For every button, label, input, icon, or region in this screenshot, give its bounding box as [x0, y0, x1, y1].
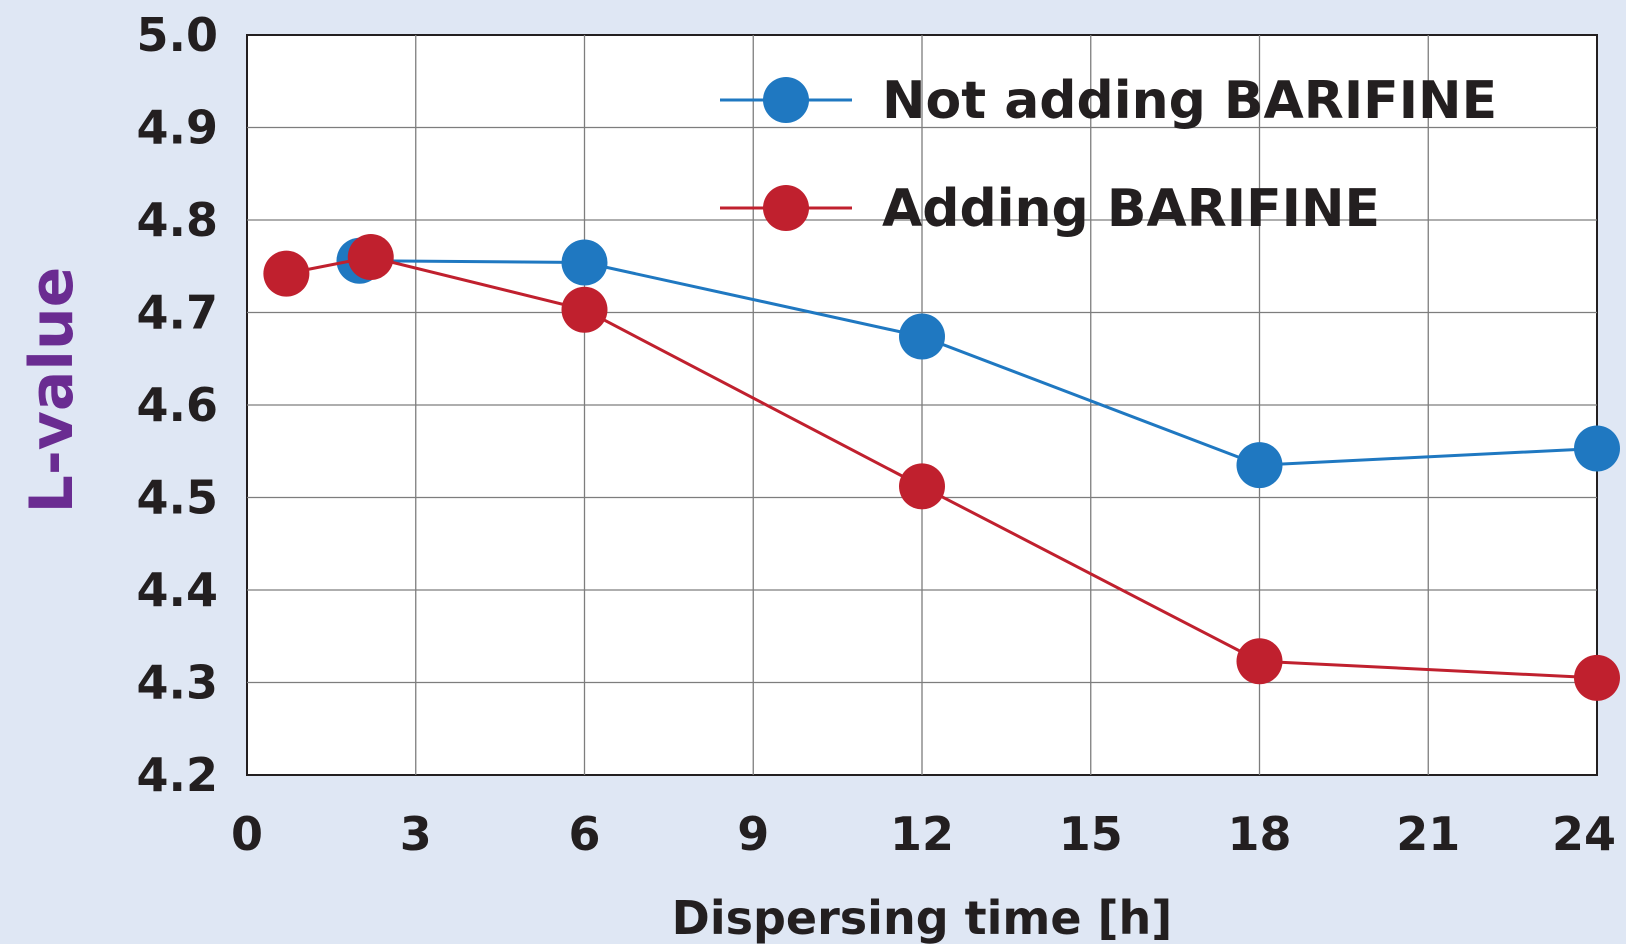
- x-tick-label: 21: [1396, 807, 1460, 861]
- y-tick-labels: 4.2 4.3 4.4 4.5 4.6 4.7 4.8 4.9 5.0: [137, 8, 219, 802]
- x-tick-label: 18: [1227, 807, 1291, 861]
- y-axis-title: L-value: [17, 267, 87, 514]
- data-point: [1236, 638, 1283, 685]
- legend-label: Adding BARIFINE: [882, 179, 1380, 239]
- y-tick-label: 4.6: [137, 378, 219, 432]
- data-point: [1574, 654, 1620, 701]
- y-tick-label: 4.4: [137, 563, 219, 617]
- series-layer: [263, 234, 1620, 701]
- legend-label: Not adding BARIFINE: [882, 71, 1497, 131]
- y-tick-label: 4.7: [137, 286, 219, 340]
- x-tick-label: 6: [568, 807, 600, 861]
- data-point: [1236, 442, 1283, 489]
- y-tick-label: 4.8: [137, 193, 219, 247]
- data-point: [1574, 425, 1620, 472]
- data-point: [899, 313, 945, 360]
- legend-item: Not adding BARIFINE: [720, 71, 1497, 131]
- x-tick-label: 12: [890, 807, 954, 861]
- gridlines: [247, 35, 1597, 775]
- x-tick-label: 9: [737, 807, 769, 861]
- legend-marker: [763, 77, 809, 123]
- x-tick-label: 15: [1059, 807, 1123, 861]
- x-tick-labels: 0 3 6 9 12 15 18 21 24: [231, 807, 1616, 861]
- y-tick-label: 4.3: [137, 656, 219, 710]
- series-2: [263, 234, 1620, 701]
- legend-item: Adding BARIFINE: [720, 179, 1380, 239]
- y-tick-label: 5.0: [137, 8, 219, 62]
- x-tick-label: 3: [400, 807, 432, 861]
- data-point: [899, 463, 945, 510]
- y-tick-label: 4.5: [137, 471, 219, 525]
- data-point: [263, 250, 310, 297]
- legend: Not adding BARIFINE Adding BARIFINE: [720, 71, 1497, 239]
- x-tick-label: 24: [1552, 807, 1616, 861]
- data-point: [347, 234, 394, 280]
- data-point: [561, 239, 608, 286]
- data-point: [561, 286, 608, 333]
- y-tick-label: 4.9: [137, 101, 219, 155]
- x-tick-label: 0: [231, 807, 263, 861]
- legend-marker: [763, 185, 809, 231]
- x-axis-title: Dispersing time [h]: [672, 891, 1173, 944]
- y-tick-label: 4.2: [137, 748, 219, 802]
